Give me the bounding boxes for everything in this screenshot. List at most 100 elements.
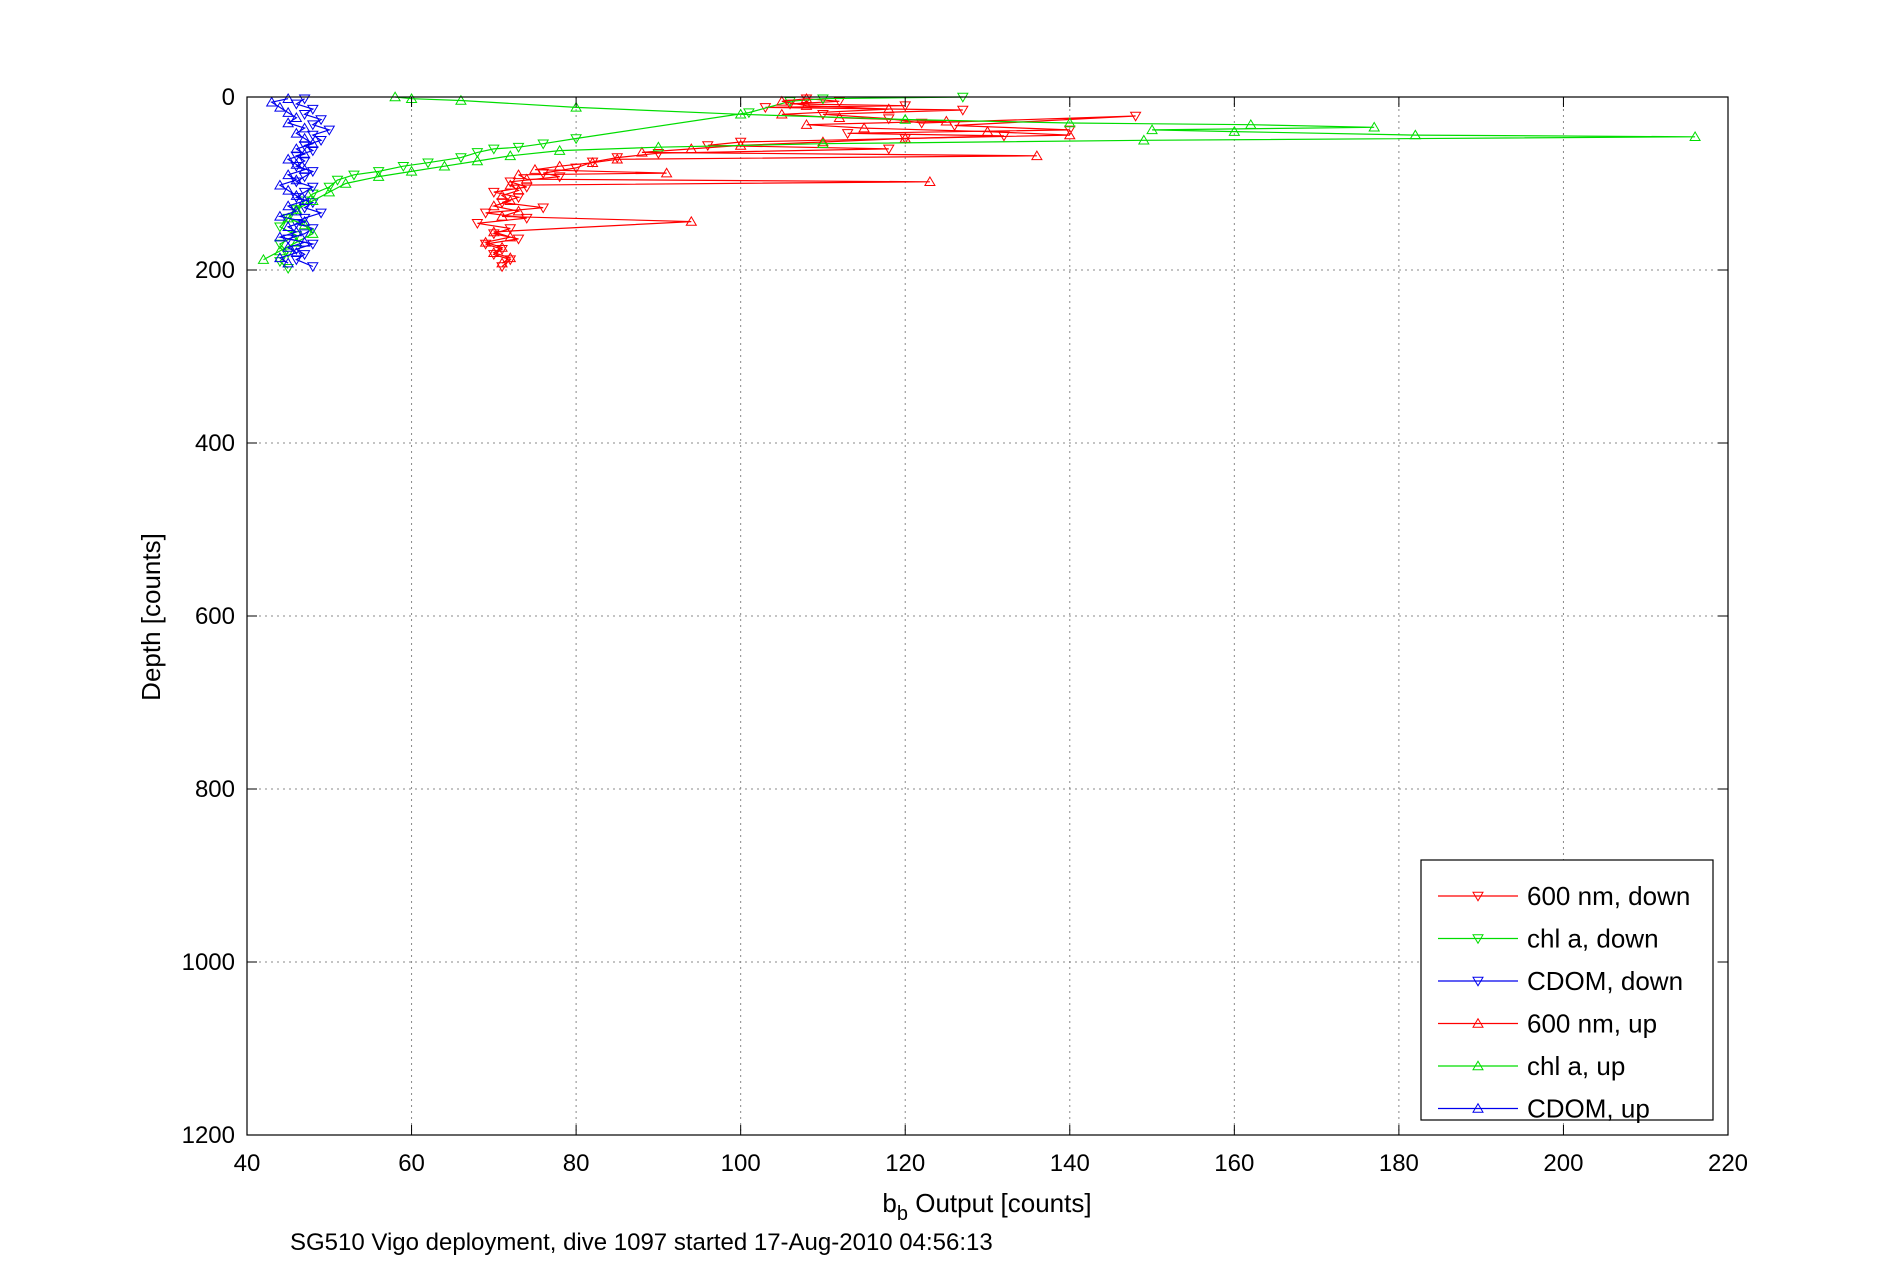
data-point [274,231,286,242]
data-point [1129,111,1142,122]
data-point [290,226,303,237]
data-point [660,167,673,178]
data-point [1409,129,1422,140]
data-point [274,210,286,221]
data-point [290,127,303,138]
data-point [315,115,327,126]
data-point [331,175,344,186]
data-point [504,150,517,161]
x-axis-label: bb Output [counts] [882,1188,1091,1225]
data-point [274,252,286,263]
data-point [298,195,311,206]
data-point [282,184,295,195]
data-point [570,101,582,112]
data-point [298,219,311,230]
data-point [298,163,311,174]
data-point [487,200,500,211]
data-point [586,157,599,167]
data-point [306,195,319,206]
data-point [915,118,928,129]
data-point [734,137,747,148]
data-point [1244,118,1257,129]
data-point [553,172,566,183]
data-point [298,236,311,247]
data-point [339,177,352,188]
x-tick-label: 180 [1379,1150,1419,1177]
data-point [504,231,517,242]
x-tick-label: 100 [721,1150,761,1177]
data-point [512,142,525,153]
data-point [438,160,451,171]
y-tick-label: 1200 [182,1122,235,1149]
y-tick-label: 800 [195,776,235,803]
data-point [298,156,311,167]
data-point [298,229,311,240]
data-point [512,184,525,195]
data-point [479,239,492,250]
data-point [504,177,517,188]
data-point [290,112,303,123]
data-point [1063,125,1076,136]
data-point [1146,124,1158,135]
data-point [479,208,492,219]
data-point [298,215,311,226]
data-point [685,143,698,154]
data-point [817,110,829,121]
data-point [775,108,788,119]
data-point [282,221,295,231]
data-point [290,246,303,257]
data-point [504,252,517,263]
data-point [290,99,303,110]
data-point [298,132,311,143]
data-point [471,219,484,230]
data-point [298,250,311,261]
data-point [455,94,467,105]
data-point [1228,125,1241,136]
data-point [282,264,295,275]
data-point [512,169,525,180]
data-point [323,186,336,197]
x-tick-label: 140 [1050,1150,1090,1177]
data-point [323,182,336,193]
data-point [282,257,295,268]
y-axis-label: Depth [counts] [136,533,166,701]
data-point [298,203,311,214]
legend-label: chl a, up [1527,1051,1625,1081]
data-point [306,146,319,157]
x-tick-label: 60 [398,1150,425,1177]
data-point [282,153,295,164]
legend-marker [1472,1102,1484,1113]
data-point [306,227,319,238]
data-point [537,139,550,150]
data-point [817,94,829,105]
data-point [282,106,295,117]
data-point [290,205,303,216]
legend-item: chl a, down [1438,924,1659,954]
data-point [274,179,286,190]
data-point [496,210,508,221]
data-point [685,215,698,226]
legend-marker [1472,1017,1484,1028]
data-point [743,108,755,119]
x-tick-label: 220 [1708,1150,1748,1177]
data-point [274,101,286,112]
data-point [282,248,295,259]
data-point [487,187,500,198]
data-point [553,144,566,155]
data-point [306,120,319,131]
data-point [800,92,813,103]
data-point [298,187,311,198]
data-point [298,110,311,121]
data-point [487,144,500,155]
data-point [479,236,492,247]
data-point [282,241,295,252]
legend-marker [1472,976,1484,987]
data-point [1137,134,1150,145]
data-point [487,246,500,257]
legend-item: 600 nm, up [1438,1009,1657,1039]
legend-label: CDOM, up [1527,1094,1650,1124]
series-line [477,98,1136,267]
data-point [315,208,327,219]
data-point [290,174,303,185]
data-point [306,198,319,209]
